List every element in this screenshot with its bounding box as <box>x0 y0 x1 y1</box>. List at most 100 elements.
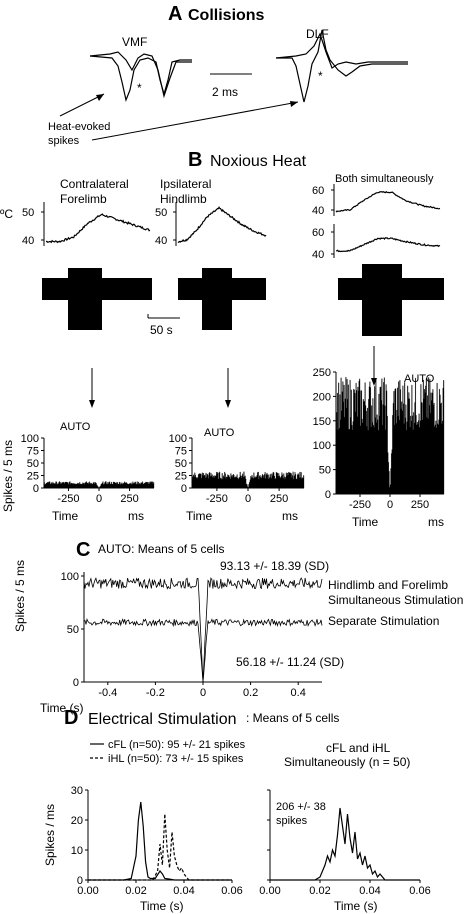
panel-d-letter: D <box>64 707 78 729</box>
raster-col3-pre <box>338 278 362 300</box>
panel-d-xtick-label-0.04: 0.04 <box>173 885 194 897</box>
heat-evoked-label-1: Heat-evoked <box>48 121 110 133</box>
temp-tick-col3a-60: 60 <box>312 185 324 197</box>
arrowhead <box>225 400 231 408</box>
right-stat-1: 206 +/- 38 <box>276 801 326 813</box>
vmf-trace-1 <box>89 55 192 103</box>
heat-evoked-label-2: spikes <box>48 135 80 147</box>
col3-xlabel-ms: ms <box>428 515 444 529</box>
temp-tick-col2-40: 40 <box>155 235 167 247</box>
temp-trace-3 <box>335 190 441 213</box>
col1-xlabel-time: Time <box>52 509 79 523</box>
panel-c-xtick-label-0.2: 0.2 <box>243 687 258 699</box>
panel-c-ylabel: Spikes / 5 ms <box>13 560 27 632</box>
auto-xtick-label--250: -250 <box>349 499 371 511</box>
auto-histogram-1 <box>43 481 155 489</box>
panel-c-series-2 <box>83 617 323 683</box>
vmf-asterisk: * <box>137 81 142 95</box>
raster-col2-pre <box>178 278 202 300</box>
auto-ytick-label-200: 200 <box>313 391 331 403</box>
auto-xtick-label-0: 0 <box>387 499 393 511</box>
auto-ytick-label-100: 100 <box>21 433 39 445</box>
panel-d-xtick-label-0.02: 0.02 <box>309 885 330 897</box>
auto-label-col1: AUTO <box>60 421 91 433</box>
right-title-1: cFL and iHL <box>326 741 391 755</box>
panel-d-series-1-1 <box>88 801 232 881</box>
raster-col1-pre <box>42 278 68 300</box>
temp-unit: ºC <box>0 207 13 221</box>
auto-ytick-label-0: 0 <box>325 489 331 501</box>
col1-title-1: Contralateral <box>60 177 129 191</box>
panel-d-xtick-label-0.04: 0.04 <box>359 885 380 897</box>
auto-ytick-label-25: 25 <box>175 471 187 483</box>
panel-a-title: Collisions <box>188 7 265 24</box>
temp-trace-4 <box>336 237 441 253</box>
panel-c-top-stat: 93.13 +/- 18.39 (SD) <box>220 559 329 573</box>
right-stat-2: spikes <box>276 815 308 827</box>
auto-xtick-label-0: 0 <box>96 493 102 505</box>
col2-xlabel-time: Time <box>186 509 213 523</box>
col3-xlabel-time: Time <box>352 515 379 529</box>
auto-label-col3: AUTO <box>404 373 435 385</box>
auto-histogram-2 <box>191 471 305 489</box>
auto-xtick-label--250: -250 <box>57 493 79 505</box>
panel-d-xtick-label-0.00: 0.00 <box>259 885 280 897</box>
panel-d-xtick-label-0.06: 0.06 <box>221 885 242 897</box>
auto-ytick-label-100: 100 <box>313 440 331 452</box>
raster-col1-post <box>102 278 152 300</box>
auto-ytick-label-75: 75 <box>27 446 39 458</box>
panel-d-ytick-label-10: 10 <box>71 845 83 857</box>
panel-b-title: Noxious Heat <box>210 153 307 170</box>
auto-ytick-label-0: 0 <box>181 483 187 495</box>
temp-tick-col3b-60: 60 <box>312 227 324 239</box>
panel-d-left-xlabel: Time (s) <box>140 899 184 913</box>
temp-tick-col3a-40: 40 <box>312 205 324 217</box>
panel-a-letter: A <box>168 3 182 25</box>
right-title-2: Simultaneously (n = 50) <box>284 755 410 769</box>
raster-col3-burst <box>362 264 402 336</box>
arrow-dlf <box>91 101 299 141</box>
panel-b-letter: B <box>188 149 202 171</box>
temp-trace-2 <box>177 206 267 244</box>
auto-ytick-label-250: 250 <box>313 367 331 379</box>
arrow-vmf <box>59 93 105 117</box>
arrowhead-dlf <box>290 101 298 107</box>
panel-d-xtick-label-0.00: 0.00 <box>77 885 98 897</box>
scale-label-2ms: 2 ms <box>212 85 238 99</box>
legend-ihl: iHL (n=50): 73 +/- 15 spikes <box>108 753 244 765</box>
auto-ytick-label-150: 150 <box>313 416 331 428</box>
col1-title-2: Forelimb <box>60 192 107 206</box>
auto-ytick-label-50: 50 <box>27 458 39 470</box>
raster-col2-burst <box>202 268 232 330</box>
panel-d-subtitle: : Means of 5 cells <box>246 711 339 725</box>
panel-c-letter: C <box>76 539 90 561</box>
auto-ytick-label-0: 0 <box>33 483 39 495</box>
panel-d-ytick-label-20: 20 <box>71 815 83 827</box>
legend-cfl: cFL (n=50): 95 +/- 21 spikes <box>108 739 246 751</box>
scale-label-50s: 50 s <box>150 323 173 337</box>
temp-tick-col1-40: 40 <box>22 235 34 247</box>
down-arrows <box>89 346 377 408</box>
auto-histogram-3 <box>335 376 445 495</box>
panel-c-ytick-label-0: 0 <box>73 677 79 689</box>
temp-trace-1 <box>45 213 151 244</box>
raster-col1-burst <box>68 268 102 330</box>
auto-ytick-label-25: 25 <box>27 471 39 483</box>
auto-ytick-label-50: 50 <box>175 458 187 470</box>
panel-c-plot: 0 50 100 -0.4 -0.2 0 0.2 0.4 <box>61 571 323 699</box>
panel-c-xtick-label--0.4: -0.4 <box>98 687 117 699</box>
auto-ytick-label-50: 50 <box>319 465 331 477</box>
collision-traces <box>89 29 408 103</box>
col2-title-2: Hindlimb <box>160 192 207 206</box>
panel-c-title: AUTO: Means of 5 cells <box>98 542 225 556</box>
temp-tick-col2-50: 50 <box>155 207 167 219</box>
arrowhead <box>89 400 95 408</box>
panel-d-ytick-label-0: 0 <box>77 875 83 887</box>
panel-d-xtick-label-0.06: 0.06 <box>409 885 430 897</box>
panel-c-xtick-label--0.2: -0.2 <box>146 687 165 699</box>
panel-c-ytick-label-50: 50 <box>67 624 79 636</box>
dlf-trace-2 <box>275 32 408 69</box>
temperature-traces <box>45 190 441 253</box>
